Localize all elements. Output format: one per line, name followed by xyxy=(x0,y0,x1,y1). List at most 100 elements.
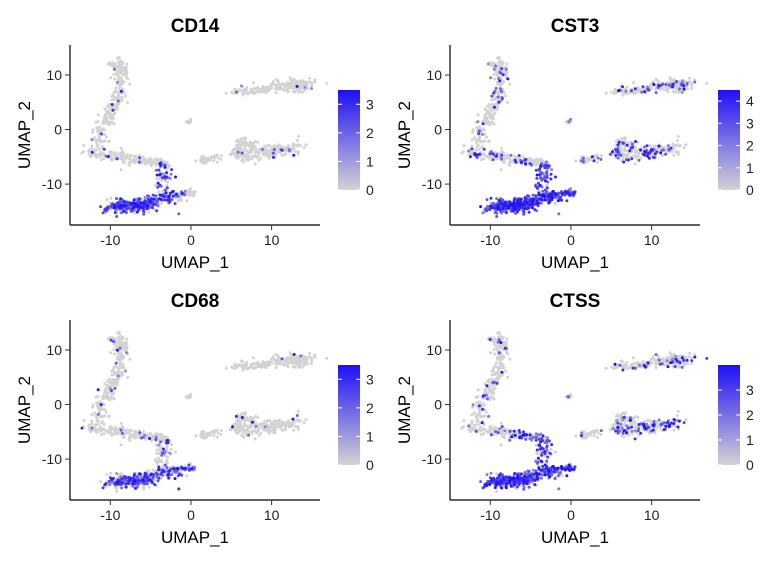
cell-point xyxy=(126,77,130,81)
cell-point xyxy=(136,482,140,486)
cell-point xyxy=(505,431,509,435)
cell-point xyxy=(158,183,162,187)
cell-point xyxy=(109,338,113,342)
cell-point xyxy=(246,367,250,371)
cell-point xyxy=(122,209,126,213)
cell-point xyxy=(500,67,504,71)
cell-point xyxy=(104,482,108,486)
cell-point xyxy=(622,141,626,145)
cell-point xyxy=(126,100,130,104)
cell-point xyxy=(488,398,492,402)
cell-point xyxy=(653,152,657,156)
cell-point xyxy=(470,138,474,142)
cell-point xyxy=(284,148,288,152)
cell-point xyxy=(545,171,548,175)
cell-point xyxy=(554,175,557,179)
cell-point xyxy=(670,149,674,153)
cell-point xyxy=(291,84,295,88)
cell-point xyxy=(313,80,317,84)
cell-point xyxy=(531,161,535,164)
cell-points xyxy=(80,56,329,218)
cell-point xyxy=(90,138,94,142)
cell-point xyxy=(682,87,686,91)
cell-point xyxy=(517,154,521,157)
cell-point xyxy=(131,482,134,486)
cell-point xyxy=(266,362,270,366)
cell-point xyxy=(137,208,141,212)
cell-point xyxy=(640,90,644,94)
cell-point xyxy=(504,94,507,98)
cell-point xyxy=(189,187,193,191)
cell-point xyxy=(168,176,172,180)
cell-point xyxy=(259,147,262,151)
cell-point xyxy=(564,120,568,124)
cell-point xyxy=(105,207,109,210)
cell-point xyxy=(581,160,585,164)
cell-point xyxy=(498,336,502,340)
cell-point xyxy=(163,175,167,179)
cell-point xyxy=(313,353,317,357)
cell-point xyxy=(122,161,126,165)
cell-point xyxy=(626,92,630,96)
cell-point xyxy=(110,203,114,207)
cell-point xyxy=(535,451,539,455)
cell-point xyxy=(269,154,273,158)
cell-point xyxy=(291,144,295,148)
x-tick-label: 0 xyxy=(187,507,195,523)
cell-point xyxy=(245,149,249,153)
cell-point xyxy=(478,154,482,158)
cell-point xyxy=(154,443,158,447)
cell-point xyxy=(539,201,543,205)
cell-point xyxy=(550,198,554,202)
cell-point xyxy=(163,165,167,169)
x-tick-label: 10 xyxy=(264,232,280,248)
cell-point xyxy=(113,371,117,375)
cell-point xyxy=(254,424,258,428)
cell-point xyxy=(116,99,120,103)
cell-point xyxy=(123,432,127,436)
cell-point xyxy=(161,464,165,468)
cell-point xyxy=(151,161,155,164)
cell-point xyxy=(506,206,510,210)
cell-point xyxy=(96,412,100,416)
cell-point xyxy=(270,86,274,90)
cell-point xyxy=(251,423,255,427)
cell-point xyxy=(82,419,86,423)
cell-point xyxy=(284,82,288,86)
cell-point xyxy=(503,154,507,158)
cell-point xyxy=(682,84,686,88)
cell-point xyxy=(124,485,128,489)
cell-point xyxy=(625,143,629,147)
cell-point xyxy=(499,168,503,172)
cell-point xyxy=(563,189,567,193)
cell-point xyxy=(109,106,113,110)
cell-point xyxy=(611,150,614,154)
cell-point xyxy=(251,81,255,85)
cell-point xyxy=(93,148,97,152)
cell-point xyxy=(669,146,673,150)
cell-point xyxy=(543,198,547,202)
cell-point xyxy=(95,420,99,424)
cell-point xyxy=(118,83,121,86)
cell-point xyxy=(506,375,510,379)
cell-point xyxy=(474,414,478,418)
cell-point xyxy=(125,153,129,157)
cell-point xyxy=(290,424,294,428)
cell-point xyxy=(177,212,181,216)
cell-point xyxy=(103,382,107,386)
cell-point xyxy=(492,387,496,391)
cell-point xyxy=(570,192,574,196)
cell-point xyxy=(675,139,679,142)
cell-point xyxy=(496,203,500,207)
cell-point xyxy=(620,151,624,155)
cell-point xyxy=(499,344,503,348)
cell-point xyxy=(483,107,487,111)
cell-point xyxy=(505,153,509,157)
cell-point xyxy=(236,429,240,433)
cell-point xyxy=(278,362,282,365)
cell-point xyxy=(671,144,675,148)
cell-point xyxy=(142,212,146,216)
cell-point xyxy=(147,469,151,473)
cell-point xyxy=(186,396,190,400)
